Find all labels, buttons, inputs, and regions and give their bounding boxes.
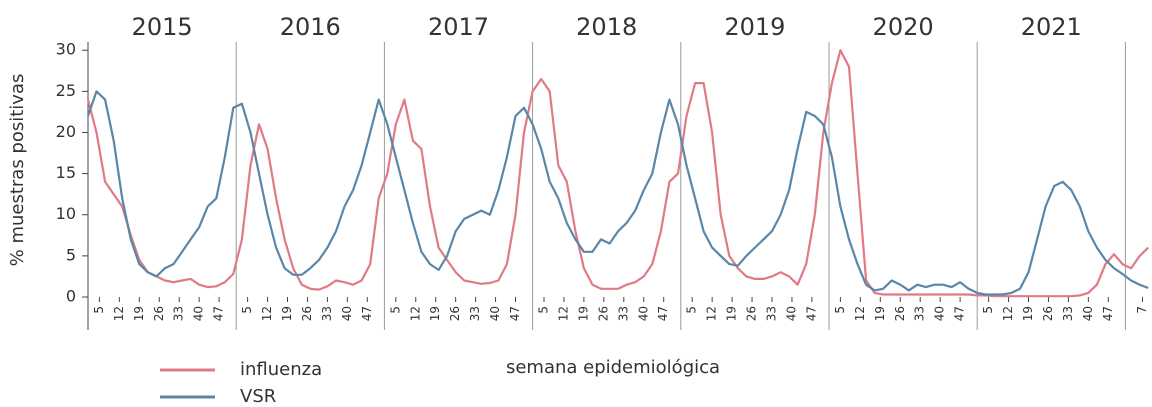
x-tick-label: 7 <box>1135 306 1149 314</box>
x-tick-label: 5 <box>388 306 402 314</box>
x-tick-label: 40 <box>340 306 354 321</box>
y-tick-label: 0 <box>66 287 76 306</box>
x-tick-label: 33 <box>320 306 334 321</box>
year-label: 2016 <box>280 13 341 41</box>
x-tick-label: 19 <box>873 306 887 321</box>
x-tick-label: 33 <box>765 306 779 321</box>
x-tick-label: 26 <box>1041 306 1055 321</box>
y-tick-label: 10 <box>56 204 76 223</box>
x-tick-label: 12 <box>260 306 274 321</box>
x-tick-label: 33 <box>468 306 482 321</box>
x-tick-label: 47 <box>656 306 670 321</box>
x-tick-label: 12 <box>408 306 422 321</box>
x-tick-label: 33 <box>172 306 186 321</box>
y-tick-label: 5 <box>66 245 76 264</box>
x-tick-label: 47 <box>804 306 818 321</box>
x-tick-label: 12 <box>112 306 126 321</box>
x-tick-label: 40 <box>933 306 947 321</box>
x-tick-label: 12 <box>853 306 867 321</box>
x-tick-label: 26 <box>596 306 610 321</box>
series-line <box>86 90 1149 296</box>
y-tick-label: 15 <box>56 163 76 182</box>
x-tick-label: 33 <box>1061 306 1075 321</box>
x-axis-label: semana epidemiológica <box>506 357 720 378</box>
x-tick-label: 40 <box>784 306 798 321</box>
x-tick-label: 26 <box>448 306 462 321</box>
x-tick-label: 26 <box>893 306 907 321</box>
year-label: 2020 <box>873 13 934 41</box>
x-tick-label: 47 <box>212 306 226 321</box>
year-label: 2019 <box>724 13 785 41</box>
x-tick-label: 33 <box>616 306 630 321</box>
x-tick-label: 5 <box>685 306 699 314</box>
x-tick-label: 47 <box>1101 306 1115 321</box>
x-tick-label: 19 <box>725 306 739 321</box>
x-tick-label: 26 <box>300 306 314 321</box>
x-tick-label: 12 <box>1001 306 1015 321</box>
x-tick-label: 5 <box>833 306 847 314</box>
year-label: 2018 <box>576 13 637 41</box>
legend-label: influenza <box>240 359 322 380</box>
x-tick-label: 26 <box>745 306 759 321</box>
x-tick-label: 19 <box>280 306 294 321</box>
y-axis-label: % muestras positivas <box>7 74 28 267</box>
x-tick-label: 33 <box>913 306 927 321</box>
x-tick-label: 5 <box>981 306 995 314</box>
y-tick-label: 20 <box>56 122 76 141</box>
x-tick-label: 47 <box>360 306 374 321</box>
x-tick-label: 19 <box>1021 306 1035 321</box>
x-tick-label: 40 <box>488 306 502 321</box>
x-tick-label: 40 <box>192 306 206 321</box>
y-tick-label: 25 <box>56 81 76 100</box>
series-line <box>86 49 1149 298</box>
x-tick-label: 40 <box>636 306 650 321</box>
y-tick-label: 30 <box>56 40 76 59</box>
x-tick-label: 47 <box>508 306 522 321</box>
x-tick-label: 5 <box>240 306 254 314</box>
year-label: 2021 <box>1021 13 1082 41</box>
year-label: 2015 <box>132 13 193 41</box>
year-label: 2017 <box>428 13 489 41</box>
x-tick-label: 5 <box>92 306 106 314</box>
x-tick-label: 40 <box>1081 306 1095 321</box>
x-tick-label: 19 <box>428 306 442 321</box>
x-tick-label: 12 <box>705 306 719 321</box>
x-tick-label: 19 <box>576 306 590 321</box>
x-tick-label: 47 <box>953 306 967 321</box>
x-tick-label: 5 <box>537 306 551 314</box>
x-tick-label: 26 <box>152 306 166 321</box>
x-tick-label: 19 <box>132 306 146 321</box>
legend-label: VSR <box>240 386 276 407</box>
x-tick-label: 12 <box>556 306 570 321</box>
